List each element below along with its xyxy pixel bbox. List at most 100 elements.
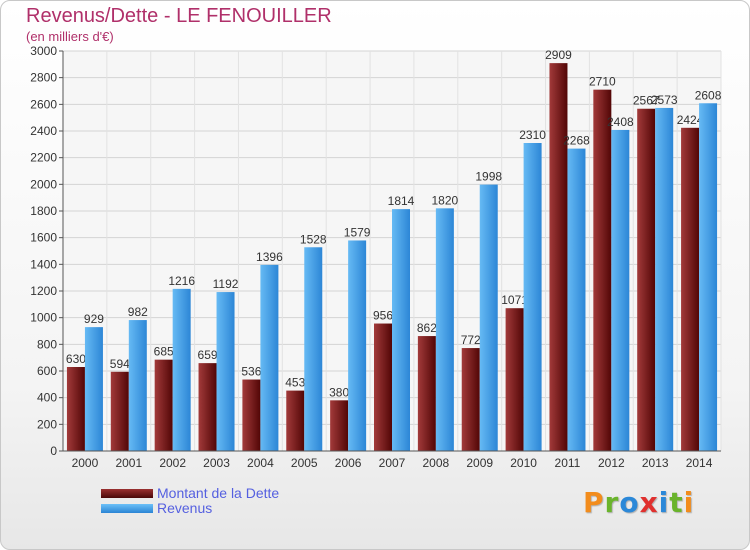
bar-revenus bbox=[699, 103, 718, 452]
legend-label-dette: Montant de la Dette bbox=[157, 485, 280, 501]
bar-revenus bbox=[435, 208, 454, 451]
bar-dette bbox=[330, 400, 349, 451]
data-label-dette: 659 bbox=[198, 348, 218, 362]
logo-letter: r bbox=[604, 486, 620, 519]
bar-revenus bbox=[655, 107, 674, 451]
bar-revenus bbox=[304, 247, 323, 451]
logo-letter: x bbox=[639, 486, 659, 519]
x-tick-label: 2011 bbox=[555, 456, 581, 470]
y-tick-label: 1600 bbox=[30, 231, 57, 245]
x-tick-label: 2005 bbox=[291, 456, 318, 470]
chart-subtitle: (en milliers d'€) bbox=[26, 29, 114, 44]
data-label-dette: 1071 bbox=[501, 293, 528, 307]
bar-revenus bbox=[611, 129, 630, 451]
bar-dette bbox=[286, 390, 305, 451]
y-tick-label: 2200 bbox=[30, 151, 57, 165]
y-tick-label: 3000 bbox=[30, 44, 57, 58]
bar-dette bbox=[417, 336, 436, 451]
bar-dette bbox=[198, 363, 217, 451]
data-label-revenus: 2310 bbox=[519, 128, 546, 142]
bar-revenus bbox=[348, 240, 367, 451]
data-label-revenus: 2268 bbox=[563, 134, 590, 148]
x-tick-label: 2001 bbox=[115, 456, 142, 470]
bar-dette bbox=[593, 89, 612, 452]
y-tick-label: 1800 bbox=[30, 204, 57, 218]
legend-item-revenus: Revenus bbox=[101, 501, 279, 516]
legend-swatch-revenus bbox=[101, 504, 153, 513]
data-label-revenus: 2408 bbox=[607, 115, 634, 129]
x-tick-label: 2014 bbox=[686, 456, 713, 470]
data-label-dette: 862 bbox=[417, 321, 437, 335]
data-label-dette: 956 bbox=[373, 309, 393, 323]
bar-revenus bbox=[392, 209, 410, 451]
data-label-revenus: 1216 bbox=[168, 274, 195, 288]
data-label-dette: 630 bbox=[66, 352, 86, 366]
data-label-dette: 380 bbox=[329, 385, 349, 399]
y-tick-label: 1000 bbox=[30, 311, 57, 325]
data-label-revenus: 1396 bbox=[256, 250, 283, 264]
y-tick-label: 800 bbox=[37, 337, 57, 351]
y-tick-label: 2000 bbox=[30, 177, 57, 191]
data-label-revenus: 1820 bbox=[432, 193, 459, 207]
legend-swatch-dette bbox=[101, 489, 153, 498]
bar-revenus bbox=[523, 143, 542, 451]
logo-letter: i bbox=[683, 486, 695, 519]
bar-dette bbox=[242, 379, 261, 451]
bar-revenus bbox=[84, 327, 103, 451]
data-label-revenus: 1998 bbox=[475, 170, 502, 184]
x-tick-label: 2006 bbox=[335, 456, 362, 470]
proxiti-logo: Proxiti bbox=[583, 486, 694, 519]
bar-dette bbox=[681, 127, 700, 452]
y-tick-label: 400 bbox=[37, 391, 57, 405]
bar-dette bbox=[549, 63, 568, 452]
bar-revenus bbox=[128, 320, 147, 451]
legend-label-revenus: Revenus bbox=[157, 500, 213, 516]
bar-revenus bbox=[567, 148, 586, 451]
bar-dette bbox=[505, 308, 524, 451]
bar-dette bbox=[374, 323, 392, 451]
data-label-dette: 772 bbox=[461, 333, 481, 347]
data-label-revenus: 929 bbox=[84, 312, 104, 326]
logo-letter: o bbox=[619, 486, 640, 519]
x-tick-label: 2003 bbox=[203, 456, 230, 470]
y-tick-label: 600 bbox=[37, 364, 57, 378]
chart-title: Revenus/Dette - LE FENOUILLER bbox=[26, 5, 332, 27]
x-tick-label: 2009 bbox=[466, 456, 493, 470]
data-label-revenus: 2608 bbox=[695, 88, 722, 102]
data-label-revenus: 1814 bbox=[388, 194, 415, 208]
data-label-revenus: 1579 bbox=[344, 225, 371, 239]
data-label-dette: 536 bbox=[241, 365, 261, 379]
data-label-dette: 2710 bbox=[589, 75, 616, 89]
bar-revenus bbox=[216, 292, 235, 451]
y-tick-label: 1200 bbox=[30, 284, 57, 298]
x-tick-label: 2007 bbox=[379, 456, 406, 470]
bar-dette bbox=[154, 359, 173, 451]
bar-dette bbox=[66, 367, 85, 451]
legend-item-dette: Montant de la Dette bbox=[101, 486, 279, 501]
data-label-dette: 2567 bbox=[633, 94, 660, 108]
bar-revenus bbox=[260, 264, 279, 451]
x-tick-label: 2013 bbox=[642, 456, 669, 470]
data-label-revenus: 982 bbox=[128, 305, 148, 319]
logo-letter: i bbox=[658, 486, 670, 519]
y-tick-label: 2400 bbox=[30, 124, 57, 138]
y-tick-label: 1400 bbox=[30, 257, 57, 271]
logo-letter: P bbox=[583, 486, 605, 519]
x-tick-label: 2008 bbox=[423, 456, 450, 470]
bar-dette bbox=[461, 348, 480, 451]
data-label-revenus: 1528 bbox=[300, 232, 327, 246]
bar-revenus bbox=[479, 184, 498, 451]
y-tick-label: 200 bbox=[37, 417, 57, 431]
y-tick-label: 2800 bbox=[30, 71, 57, 85]
legend: Montant de la Dette Revenus bbox=[101, 486, 279, 516]
data-label-revenus: 1192 bbox=[213, 277, 239, 291]
bar-dette bbox=[110, 371, 129, 451]
data-label-dette: 594 bbox=[110, 357, 130, 371]
x-tick-label: 2000 bbox=[72, 456, 99, 470]
data-label-dette: 685 bbox=[154, 345, 174, 359]
x-tick-label: 2012 bbox=[598, 456, 625, 470]
x-tick-label: 2002 bbox=[159, 456, 186, 470]
logo-letter: t bbox=[669, 486, 684, 519]
